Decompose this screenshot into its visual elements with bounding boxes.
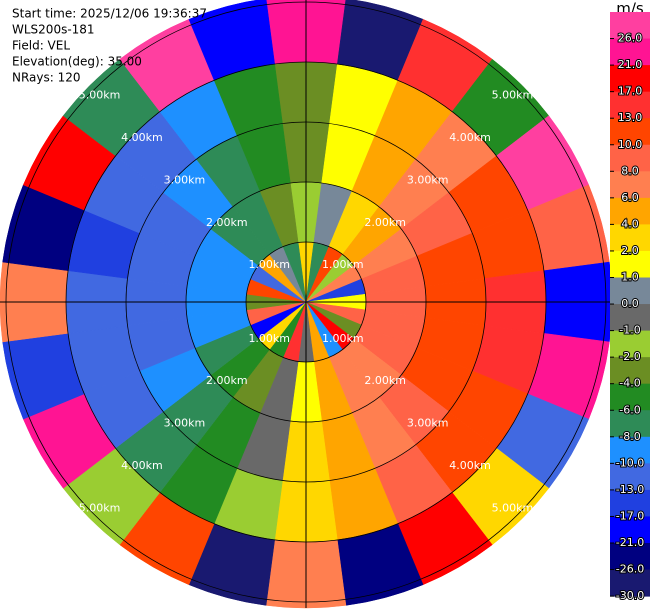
range-label: 4.00km: [121, 131, 163, 144]
range-label: 4.00km: [449, 459, 491, 472]
range-label: 3.00km: [407, 173, 449, 186]
range-label: 4.00km: [449, 131, 491, 144]
colorbar-label: 8.0: [621, 164, 639, 177]
colorbar-label: -1.0: [619, 324, 640, 337]
colorbar-label: -10.0: [616, 456, 644, 469]
field: [0, 0, 613, 609]
colorbar-segment: [610, 91, 650, 119]
colorbar-label: -6.0: [619, 403, 640, 416]
range-ring: [125, 121, 487, 483]
colorbar-label: 10.0: [618, 138, 643, 151]
colorbar-label: -4.0: [619, 377, 640, 390]
overlay: 1.00km 1.00km 1.00km 1.00km 2.00km 2.00km 2.00…: [0, 0, 612, 608]
range-label: 5.00km: [79, 89, 121, 102]
colorbar-segment: [610, 65, 650, 93]
range-label: 2.00km: [364, 216, 406, 229]
range-label: 5.00km: [492, 89, 534, 102]
range-label: 1.00km: [248, 332, 290, 345]
colorbar-label: -30.0: [616, 589, 644, 602]
range-label: 5.00km: [79, 501, 121, 514]
colorbar-label: 26.0: [618, 32, 643, 45]
colorbar-segment: [610, 12, 650, 40]
info-text: WLS200s-181: [12, 23, 95, 37]
colorbar-label: 4.0: [621, 217, 639, 230]
range-label: 1.00km: [248, 258, 290, 271]
range-ring: [5, 1, 607, 603]
range-label: 1.00km: [322, 258, 364, 271]
range-label: 3.00km: [164, 417, 206, 430]
range-label: 3.00km: [164, 173, 206, 186]
range-label: 4.00km: [121, 459, 163, 472]
colorbar-segment: [610, 171, 650, 199]
colorbar-label: 13.0: [618, 111, 643, 124]
colorbar-label: -8.0: [619, 430, 640, 443]
colorbar-segment: [610, 330, 650, 358]
colorbar-segment: [610, 250, 650, 278]
colorbar-label: 1.0: [621, 271, 639, 284]
colorbar-segment: [610, 516, 650, 544]
colorbar-label: -17.0: [616, 509, 644, 522]
colorbar-segment: [610, 436, 650, 464]
colorbar-label: 17.0: [618, 85, 643, 98]
colorbar-label: 21.0: [618, 58, 643, 71]
colorbar-segment: [610, 144, 650, 172]
info-text: Field: VEL: [12, 39, 70, 53]
info-text: Start time: 2025/12/06 19:36:37: [12, 7, 207, 21]
colorbar-segment: [610, 410, 650, 438]
info-text: NRays: 120: [12, 71, 81, 85]
colorbar-segment: [610, 357, 650, 385]
range-ring: [245, 241, 367, 363]
colorbar-segment: [610, 463, 650, 491]
colorbar-segment: [610, 569, 650, 597]
colorbar-segment: [610, 543, 650, 571]
colorbar-label: -13.0: [616, 483, 644, 496]
colorbar-label: 6.0: [621, 191, 639, 204]
colorbar-label: 2.0: [621, 244, 639, 257]
range-label: 2.00km: [364, 374, 406, 387]
colorbar-label: -2.0: [619, 350, 640, 363]
colorbar-segment: [610, 38, 650, 66]
colorbar-label: 0.0: [621, 297, 639, 310]
colorbar-label: -21.0: [616, 536, 644, 549]
colorbar-segment: [610, 383, 650, 411]
colorbar-segment: [610, 197, 650, 225]
colorbar-segment: [610, 304, 650, 332]
range-label: 1.00km: [322, 332, 364, 345]
range-ring: [185, 181, 427, 423]
colorbar-label: -26.0: [616, 563, 644, 576]
range-label: 3.00km: [407, 417, 449, 430]
colorbar-segment: [610, 118, 650, 146]
range-ring: [65, 61, 547, 543]
colorbar-segment: [610, 277, 650, 305]
range-label: 5.00km: [492, 501, 534, 514]
range-label: 2.00km: [206, 216, 248, 229]
info-text: Elevation(deg): 35.00: [12, 55, 142, 69]
range-label: 2.00km: [206, 374, 248, 387]
colorbar-segment: [610, 224, 650, 252]
colorbar-segment: [610, 489, 650, 517]
